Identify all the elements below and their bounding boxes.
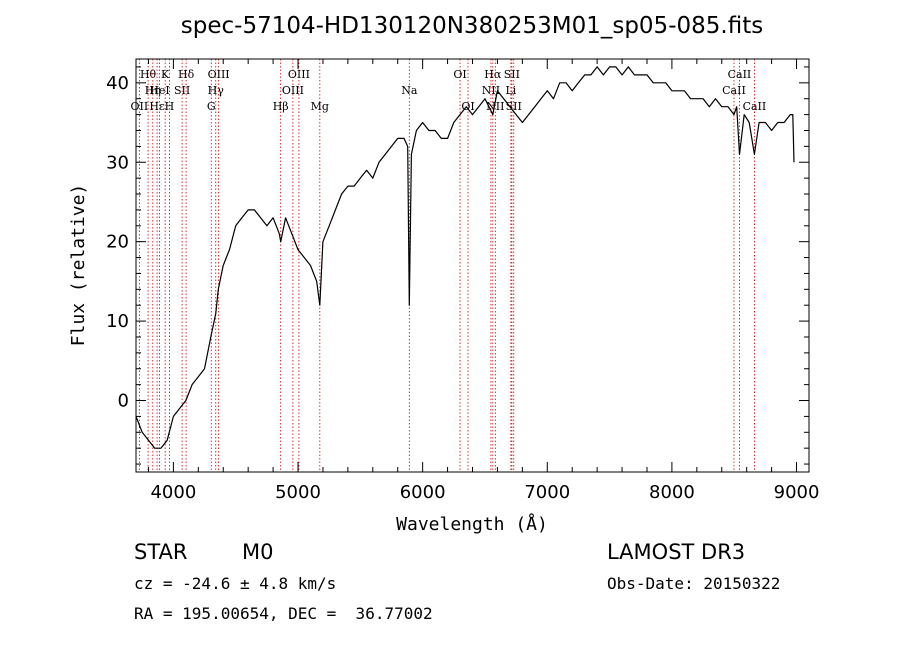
spectral-marker-label: Hα [484, 68, 502, 81]
spectral-marker-label: OI [453, 68, 466, 81]
spectral-marker-label: SII [506, 100, 522, 113]
y-tick-label: 40 [106, 73, 129, 94]
axis-ticks: 4000 5000 6000 7000 8000 9000 0 10 20 30 40 [106, 59, 819, 503]
object-subclass: M0 [242, 540, 274, 564]
coordinates: RA = 195.00654, DEC = 36.77002 [134, 604, 433, 623]
x-tick-label: 5000 [275, 482, 321, 503]
spectral-marker-label: Li [505, 84, 516, 97]
y-tick-label: 0 [118, 391, 129, 412]
spectral-marker-label: Hε [149, 100, 165, 113]
x-tick-label: 6000 [400, 482, 446, 503]
survey-name: LAMOST DR3 [607, 540, 746, 564]
x-tick-label: 7000 [524, 482, 570, 503]
spectral-marker-label: Hδ [178, 68, 195, 81]
spectral-marker-label: OIII [288, 68, 310, 81]
spectral-marker-label: OIII [282, 84, 304, 97]
spectral-marker-label: Hθ [140, 68, 157, 81]
chart-title: spec-57104-HD130120N380253M01_sp05-085.f… [181, 13, 763, 39]
spectral-marker-label: Hβ [273, 100, 289, 113]
spectral-marker-label: OI [461, 100, 474, 113]
y-tick-label: 30 [106, 152, 129, 173]
spectral-marker-label: SII [174, 84, 190, 97]
spectral-marker-label: H [165, 100, 175, 113]
x-tick-label: 8000 [649, 482, 695, 503]
x-tick-label: 9000 [774, 482, 820, 503]
spectral-marker-label: Mg [311, 100, 329, 113]
x-axis-label: Wavelength (Å) [396, 513, 548, 535]
spectrum-line [135, 66, 795, 449]
spectral-marker-label: OII [131, 100, 149, 113]
spectral-marker-label: OIII [208, 68, 230, 81]
plot-frame [135, 58, 810, 473]
spectral-marker-label: CaII [743, 100, 767, 113]
object-class: STAR [134, 540, 188, 564]
y-tick-label: 20 [106, 232, 129, 253]
spectral-marker-label: SII [504, 68, 520, 81]
y-axis-label: Flux (relative) [68, 184, 89, 347]
x-tick-label: 4000 [150, 482, 196, 503]
y-tick-label: 10 [106, 311, 129, 332]
spectral-marker-label: Hγ [208, 84, 225, 97]
observation-date: Obs-Date: 20150322 [607, 574, 781, 593]
spectral-marker-label: HeI [149, 84, 169, 97]
spectral-marker-label: CaII [722, 84, 746, 97]
spectral-line-markers: OIIHθHηHεHeIKHSIIHδGHγOIIIHβOIIIOIIIMgNa… [131, 59, 767, 472]
spectral-marker-label: CaII [728, 68, 752, 81]
spectrum-series [135, 66, 795, 449]
redshift-info: cz = -24.6 ± 4.8 km/s [134, 574, 337, 593]
spectral-marker-label: G [207, 100, 216, 113]
spectral-marker-label: K [161, 68, 170, 81]
spectral-marker-label: Na [401, 84, 418, 97]
